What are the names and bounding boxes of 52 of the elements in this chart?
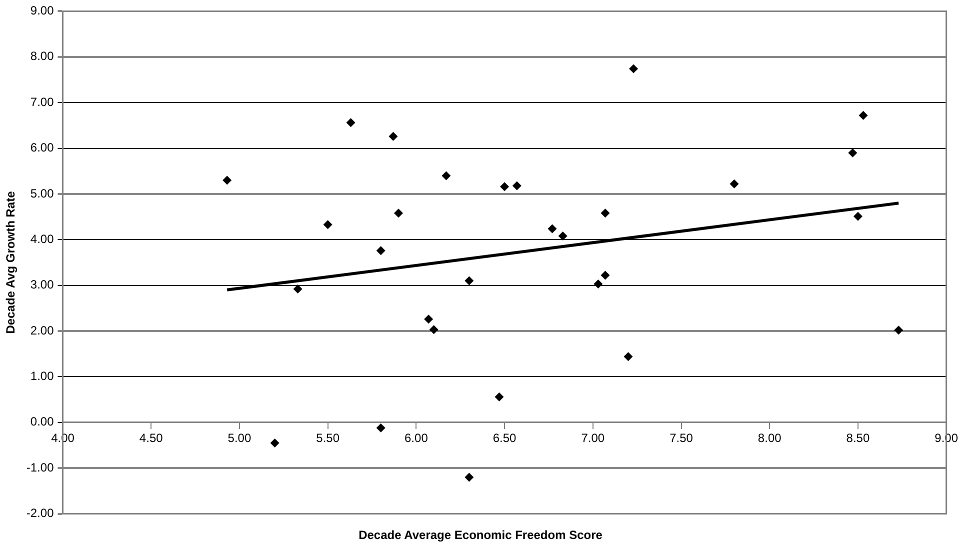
point bbox=[624, 352, 633, 362]
x-tick-label: 4.50 bbox=[139, 430, 164, 445]
point bbox=[394, 208, 404, 218]
y-tick-label: -1.00 bbox=[26, 460, 54, 474]
y-tick-label: 6.00 bbox=[30, 140, 54, 155]
x-tick-label: 7.50 bbox=[670, 430, 694, 445]
x-tick-label: 6.50 bbox=[492, 430, 517, 445]
x-tick-label: 8.00 bbox=[758, 430, 782, 445]
x-axis-title: Decade Average Economic Freedom Score bbox=[358, 528, 604, 542]
y-tick-label: 1.00 bbox=[30, 369, 54, 384]
point bbox=[594, 279, 603, 288]
point bbox=[858, 110, 868, 120]
y-tick-label: 4.00 bbox=[30, 232, 54, 246]
x-tick-label: 8.50 bbox=[846, 430, 870, 445]
point bbox=[293, 284, 302, 294]
point bbox=[500, 182, 510, 192]
x-tick-label: 5.00 bbox=[228, 430, 252, 445]
point bbox=[464, 276, 474, 286]
point bbox=[388, 132, 398, 141]
point bbox=[424, 314, 434, 324]
point bbox=[629, 64, 638, 74]
point bbox=[222, 176, 232, 185]
y-tick-label: 8.00 bbox=[30, 49, 54, 64]
point bbox=[853, 212, 862, 221]
y-tick-label: 5.00 bbox=[30, 186, 54, 200]
y-tick-label: 3.00 bbox=[30, 278, 54, 292]
point bbox=[730, 179, 739, 188]
point bbox=[323, 220, 332, 230]
point bbox=[376, 423, 386, 432]
point bbox=[442, 171, 451, 180]
point bbox=[270, 438, 280, 448]
x-tick-label: 6.00 bbox=[404, 430, 428, 445]
point bbox=[346, 118, 356, 128]
point bbox=[548, 224, 557, 234]
y-tick-label: 0.00 bbox=[30, 414, 54, 429]
y-tick-label: 9.00 bbox=[30, 4, 54, 18]
point bbox=[600, 270, 610, 280]
point bbox=[558, 232, 568, 240]
point bbox=[494, 392, 504, 402]
point bbox=[429, 325, 438, 334]
point bbox=[376, 246, 386, 256]
y-tick-label: 7.00 bbox=[30, 94, 54, 109]
point bbox=[464, 472, 474, 482]
x-tick-label: 7.00 bbox=[581, 430, 605, 445]
point bbox=[894, 326, 904, 335]
y-tick-label: -2.00 bbox=[26, 506, 54, 520]
point bbox=[600, 208, 610, 218]
y-axis-title: Decade Avg Growth Rate bbox=[4, 190, 18, 334]
x-tick-label: 5.50 bbox=[316, 430, 340, 445]
y-tick-label: 2.00 bbox=[30, 323, 54, 338]
point bbox=[848, 148, 858, 158]
point bbox=[512, 181, 522, 190]
